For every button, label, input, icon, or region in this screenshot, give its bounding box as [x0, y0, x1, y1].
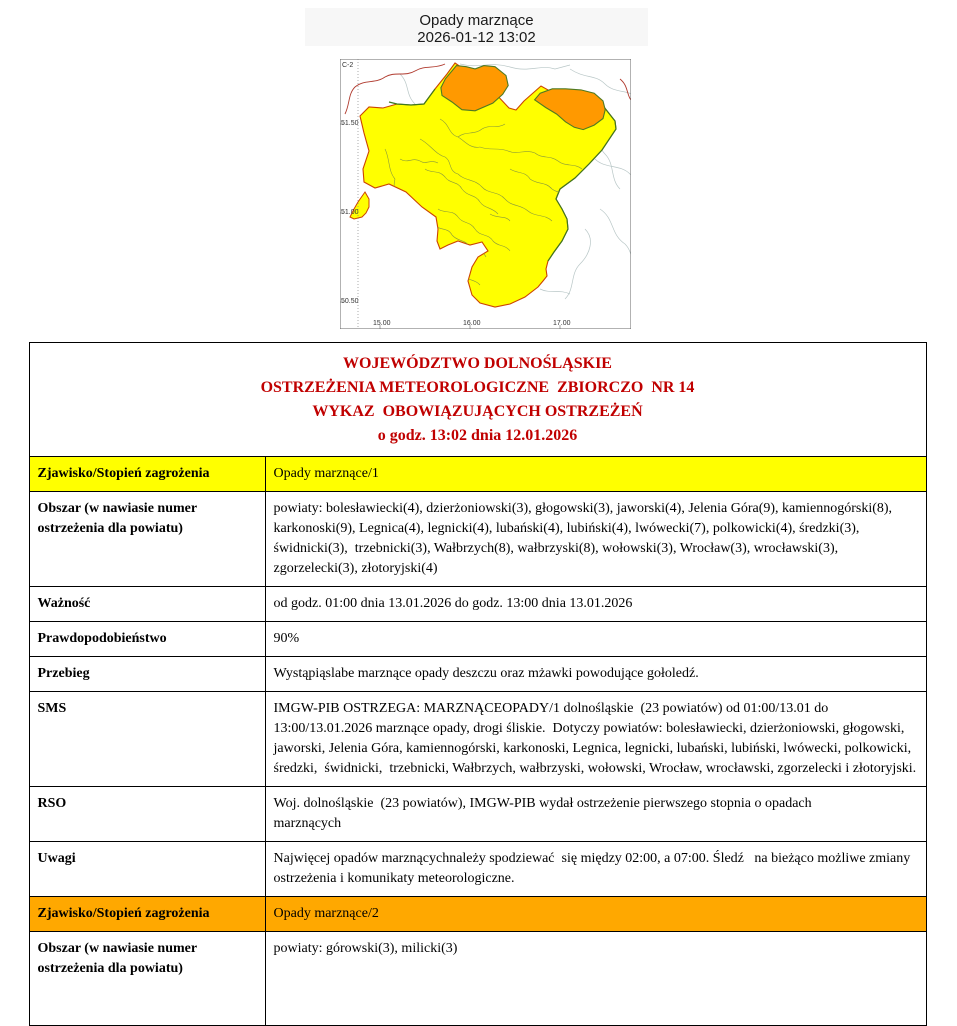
- svg-text:16.00: 16.00: [463, 320, 481, 327]
- svg-text:51.00: 51.00: [341, 209, 359, 216]
- svg-text:51.50: 51.50: [341, 120, 359, 127]
- svg-text:15.00: 15.00: [373, 320, 391, 327]
- svg-text:50.50: 50.50: [341, 298, 359, 305]
- svg-text:17.00: 17.00: [553, 320, 571, 327]
- svg-text:C-2: C-2: [342, 62, 353, 69]
